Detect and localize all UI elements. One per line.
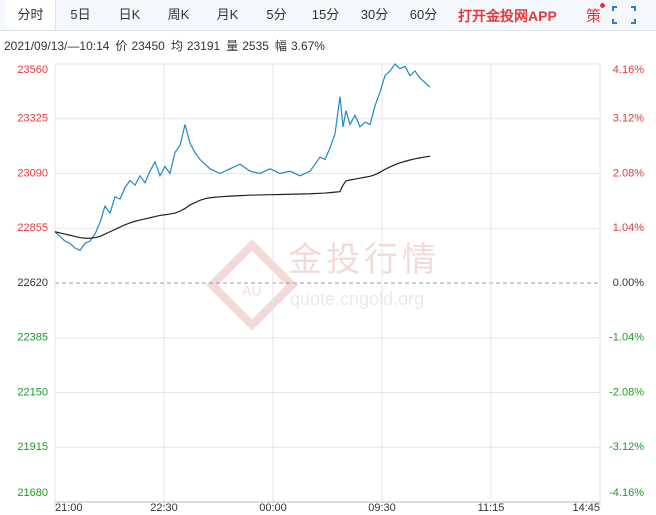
y2-tick-label: 1.04% bbox=[613, 222, 644, 234]
tab[interactable]: 分时 bbox=[6, 0, 56, 30]
watermark-logo: AU bbox=[242, 283, 261, 299]
y2-tick-label: -2.08% bbox=[609, 386, 644, 398]
tab[interactable]: 日K bbox=[118, 7, 141, 22]
y2-tick-label: -4.16% bbox=[609, 487, 644, 499]
x-tick-label: 21:00 bbox=[55, 502, 83, 514]
x-tick-label: 11:15 bbox=[478, 502, 505, 514]
y2-tick-label: -1.04% bbox=[609, 332, 644, 344]
info-date: 2021/09/13/—10:14 bbox=[4, 39, 110, 53]
y-tick-label: 22150 bbox=[17, 386, 48, 398]
y-tick-label: 21915 bbox=[17, 441, 48, 453]
info-value: 23191 bbox=[186, 39, 221, 53]
y-tick-label: 21680 bbox=[17, 487, 48, 499]
tab[interactable]: 15分 bbox=[311, 7, 340, 22]
y-tick-label: 23090 bbox=[17, 167, 48, 179]
y-tick-label: 22385 bbox=[17, 332, 48, 344]
watermark-url: quote.cngold.org bbox=[290, 289, 424, 309]
y2-tick-label: 4.16% bbox=[613, 64, 644, 76]
tab[interactable]: 5日 bbox=[70, 7, 91, 22]
tab[interactable]: 月K bbox=[216, 7, 239, 22]
y2-tick-label: -3.12% bbox=[609, 441, 644, 453]
info-value: 3.67% bbox=[290, 39, 325, 53]
x-tick-label: 00:00 bbox=[259, 502, 287, 514]
x-tick-label: 14:45 bbox=[572, 502, 600, 514]
x-tick-label: 22:30 bbox=[150, 502, 178, 514]
tab[interactable]: 周K bbox=[167, 7, 190, 22]
y-tick-label: 22620 bbox=[17, 277, 48, 289]
y2-tick-label: 2.08% bbox=[613, 167, 644, 179]
y-tick-label: 23325 bbox=[17, 113, 48, 125]
tab-bar: 分时 5日 日K 周K 月K 5分 15分 30分 60分 bbox=[0, 0, 656, 31]
x-tick-label: 09:30 bbox=[368, 502, 396, 514]
app-link[interactable]: 打开金投网APP bbox=[458, 8, 557, 24]
price-line bbox=[54, 63, 431, 252]
info-label: 量 bbox=[226, 39, 239, 53]
tab[interactable]: 60分 bbox=[409, 7, 438, 22]
y2-tick-label: 0.00% bbox=[613, 277, 644, 289]
watermark-name: 金投行情 bbox=[288, 241, 440, 279]
tab[interactable]: 5分 bbox=[266, 7, 287, 22]
info-label: 价 bbox=[115, 39, 128, 53]
strategy-button[interactable]: 策 bbox=[586, 8, 602, 25]
info-value: 23450 bbox=[131, 39, 165, 53]
tab[interactable]: 30分 bbox=[360, 7, 389, 22]
y-tick-label: 23560 bbox=[17, 64, 48, 76]
info-label: 均 bbox=[170, 39, 183, 53]
price-line bbox=[54, 155, 431, 239]
badge bbox=[600, 3, 605, 8]
y-tick-label: 22855 bbox=[17, 222, 48, 234]
info-line: 2021/09/13/—10:14 价 23450 均 23191 量 2535 幅 3.67% bbox=[4, 37, 325, 54]
info-label: 幅 bbox=[274, 39, 287, 53]
info-value: 2535 bbox=[242, 39, 269, 53]
watermark: AU 金投行情 quote.cngold.org bbox=[206, 239, 440, 331]
y2-tick-label: 3.12% bbox=[613, 113, 644, 125]
